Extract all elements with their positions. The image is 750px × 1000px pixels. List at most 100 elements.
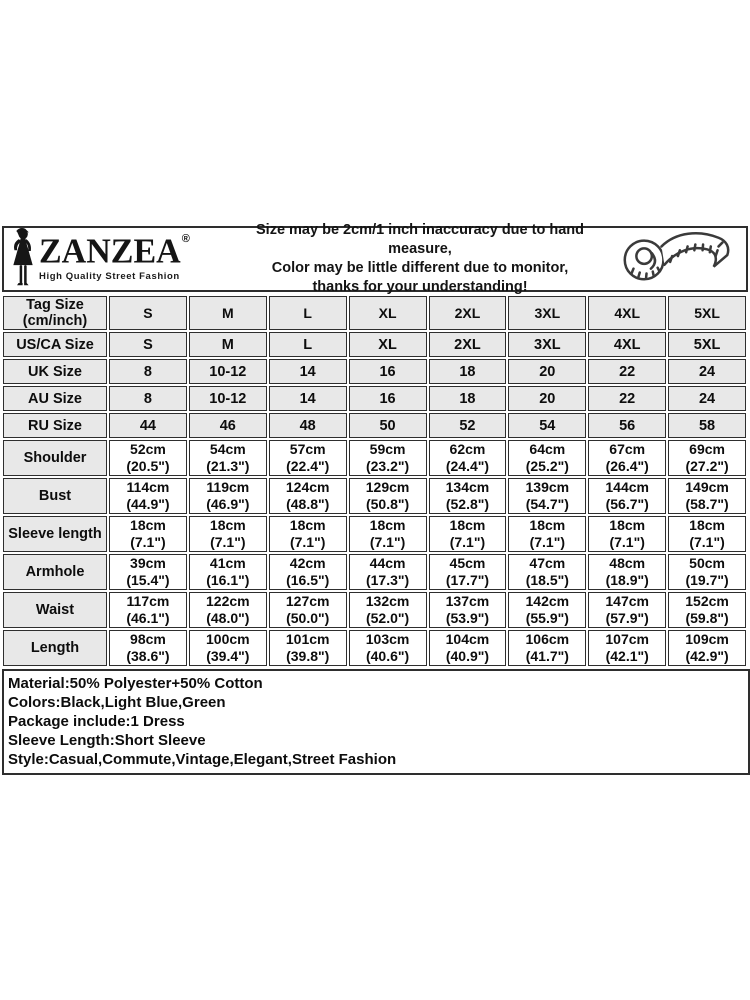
measure-cell: 144cm (56.7"): [588, 478, 667, 514]
measure-cell: 114cm (44.9"): [109, 478, 187, 514]
size-cell: M: [188, 332, 267, 357]
table-row-ru-size: RU Size 44 46 48 50 52 54 56 58: [3, 413, 746, 438]
size-cell: 2XL: [428, 332, 507, 357]
measure-cell: 18cm (7.1"): [109, 516, 187, 552]
measure-cell: 142cm (55.9"): [508, 592, 587, 628]
size-cell: M: [188, 296, 267, 330]
size-cell: 5XL: [668, 296, 746, 330]
measure-cell: 152cm (59.8"): [668, 592, 746, 628]
measure-cell: 119cm (46.9"): [188, 478, 267, 514]
table-row-au-size: AU Size 8 10-12 14 16 18 20 22 24: [3, 386, 746, 411]
measure-cell: 129cm (50.8"): [348, 478, 427, 514]
size-cell: S: [109, 332, 187, 357]
brand-name: ZANZEA: [39, 232, 181, 272]
size-cell: 24: [668, 359, 746, 384]
disclaimer-line-2: Color may be little different due to mon…: [271, 260, 569, 276]
size-cell: 4XL: [588, 296, 667, 330]
measure-cell: 18cm (7.1"): [428, 516, 507, 552]
row-label-ru-size: RU Size: [3, 413, 107, 438]
row-label-armhole: Armhole: [3, 554, 107, 590]
size-cell: 3XL: [508, 296, 587, 330]
size-cell: 24: [668, 386, 746, 411]
measure-cell: 127cm (50.0"): [268, 592, 347, 628]
size-cell: 52: [428, 413, 507, 438]
info-line-sleeve-length: Sleeve Length:Short Sleeve: [8, 732, 206, 749]
measure-cell: 48cm (18.9"): [588, 554, 667, 590]
measure-cell: 50cm (19.7"): [668, 554, 746, 590]
row-label-shoulder: Shoulder: [3, 440, 107, 476]
measure-cell: 139cm (54.7"): [508, 478, 587, 514]
size-cell: 48: [268, 413, 347, 438]
measure-cell: 67cm (26.4"): [588, 440, 667, 476]
size-cell: 16: [348, 359, 427, 384]
measure-cell: 106cm (41.7"): [508, 630, 587, 666]
size-cell: S: [109, 296, 187, 330]
size-cell: 20: [508, 386, 587, 411]
measure-cell: 147cm (57.9"): [588, 592, 667, 628]
measure-cell: 149cm (58.7"): [668, 478, 746, 514]
disclaimer-line-3: thanks for your understanding!: [312, 279, 528, 295]
info-line-style: Style:Casual,Commute,Vintage,Elegant,Str…: [8, 751, 397, 768]
measure-cell: 18cm (7.1"): [588, 516, 667, 552]
size-chart-header: ZANZEA ® High Quality Street Fashion Siz…: [2, 222, 748, 295]
size-cell: 22: [588, 359, 667, 384]
size-cell: 20: [508, 359, 587, 384]
row-label-us-ca-size: US/CA Size: [3, 332, 107, 357]
brand-logo: ZANZEA ® High Quality Street Fashion: [4, 227, 234, 291]
table-row-us-ca-size: US/CA Size S M L XL 2XL 3XL 4XL 5XL: [3, 332, 746, 357]
size-cell: 18: [428, 386, 507, 411]
table-row-sleeve-length: Sleeve length 18cm (7.1") 18cm (7.1") 18…: [3, 516, 746, 552]
size-cell: 14: [268, 359, 347, 384]
size-cell: XL: [348, 332, 427, 357]
measure-cell: 107cm (42.1"): [588, 630, 667, 666]
measure-cell: 134cm (52.8"): [428, 478, 507, 514]
measure-cell: 44cm (17.3"): [348, 554, 427, 590]
row-label-waist: Waist: [3, 592, 107, 628]
brand-tagline: High Quality Street Fashion: [39, 271, 180, 282]
measure-cell: 52cm (20.5"): [109, 440, 187, 476]
measure-cell: 64cm (25.2"): [508, 440, 587, 476]
measure-cell: 124cm (48.8"): [268, 478, 347, 514]
size-cell: 46: [188, 413, 267, 438]
table-row-waist: Waist 117cm (46.1") 122cm (48.0") 127cm …: [3, 592, 746, 628]
measure-cell: 18cm (7.1"): [508, 516, 587, 552]
measure-cell: 101cm (39.8"): [268, 630, 347, 666]
measure-cell: 100cm (39.4"): [188, 630, 267, 666]
row-label-bust: Bust: [3, 478, 107, 514]
measure-cell: 18cm (7.1"): [188, 516, 267, 552]
row-label-length: Length: [3, 630, 107, 666]
row-label-sleeve-length: Sleeve length: [3, 516, 107, 552]
row-label-au-size: AU Size: [3, 386, 107, 411]
registered-trademark-mark: ®: [181, 233, 190, 245]
size-cell: 44: [109, 413, 187, 438]
measure-cell: 62cm (24.4"): [428, 440, 507, 476]
measure-cell: 54cm (21.3"): [188, 440, 267, 476]
table-row-uk-size: UK Size 8 10-12 14 16 18 20 22 24: [3, 359, 746, 384]
measure-cell: 41cm (16.1"): [188, 554, 267, 590]
size-cell: 56: [588, 413, 667, 438]
measure-cell: 137cm (53.9"): [428, 592, 507, 628]
measure-cell: 98cm (38.6"): [109, 630, 187, 666]
size-cell: 18: [428, 359, 507, 384]
tape-measure-icon: [606, 230, 746, 288]
measure-cell: 18cm (7.1"): [348, 516, 427, 552]
measure-cell: 103cm (40.6"): [348, 630, 427, 666]
disclaimer-line-1: Size may be 2cm/1 inch inaccuracy due to…: [256, 222, 584, 257]
size-cell: 10-12: [188, 386, 267, 411]
measure-cell: 132cm (52.0"): [348, 592, 427, 628]
measure-cell: 45cm (17.7"): [428, 554, 507, 590]
measure-cell: 109cm (42.9"): [668, 630, 746, 666]
row-label-uk-size: UK Size: [3, 359, 107, 384]
table-row-tag-size: Tag Size (cm/inch) S M L XL 2XL 3XL 4XL …: [3, 296, 746, 330]
size-cell: 5XL: [668, 332, 746, 357]
row-label-tag-size: Tag Size (cm/inch): [3, 296, 107, 330]
info-line-material: Material:50% Polyester+50% Cotton: [8, 675, 263, 692]
table-row-length: Length 98cm (38.6") 100cm (39.4") 101cm …: [3, 630, 746, 666]
product-info-box: Material:50% Polyester+50% Cotton Colors…: [2, 669, 750, 775]
table-row-shoulder: Shoulder 52cm (20.5") 54cm (21.3") 57cm …: [3, 440, 746, 476]
measure-cell: 104cm (40.9"): [428, 630, 507, 666]
measure-cell: 57cm (22.4"): [268, 440, 347, 476]
size-cell: 3XL: [508, 332, 587, 357]
info-line-package: Package include:1 Dress: [8, 713, 185, 730]
size-cell: 50: [348, 413, 427, 438]
